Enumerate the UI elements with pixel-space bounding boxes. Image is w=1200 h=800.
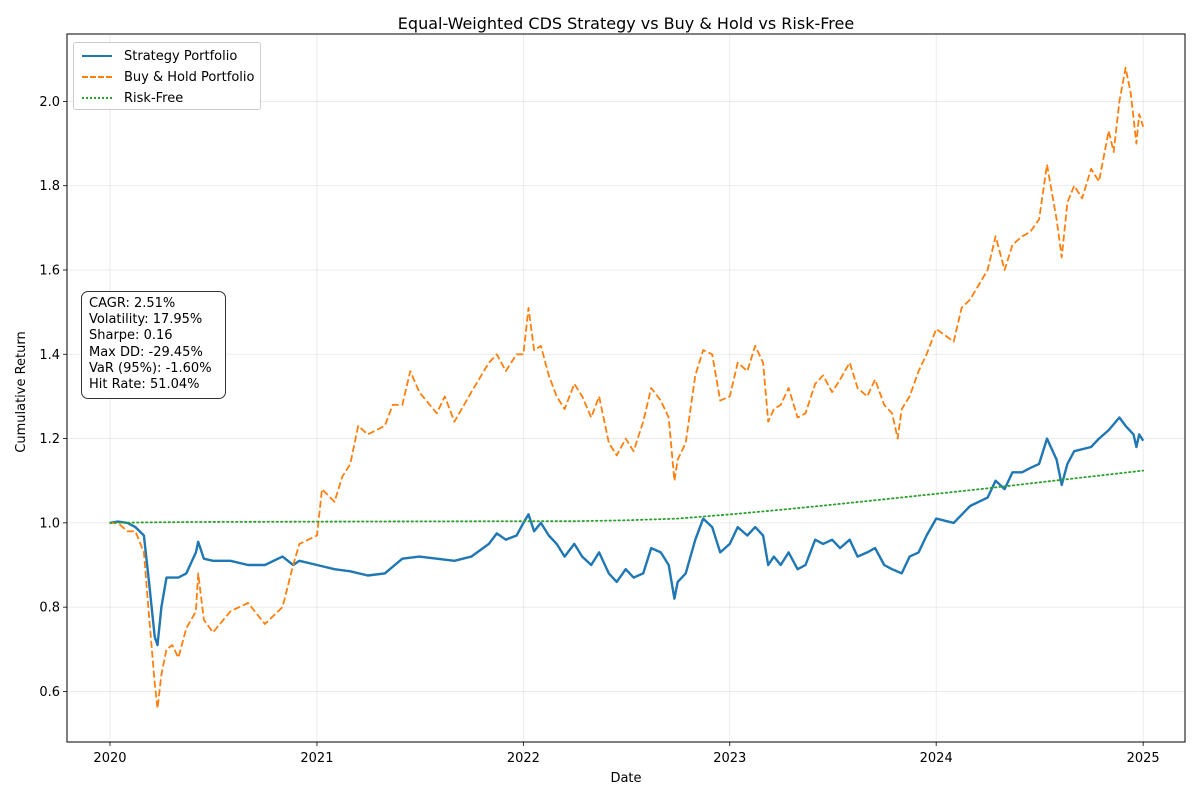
y-tick-label: 1.0 bbox=[39, 516, 60, 531]
y-tick-label: 1.4 bbox=[39, 348, 60, 363]
stats-box: CAGR: 2.51% Volatility: 17.95% Sharpe: 0… bbox=[81, 291, 226, 399]
y-tick-label: 1.6 bbox=[39, 264, 60, 279]
series-line-buy-hold-portfolio bbox=[110, 66, 1145, 710]
y-tick-label: 0.6 bbox=[39, 685, 60, 700]
y-axis-label: Cumulative Return bbox=[14, 331, 29, 452]
x-tick-label: 2023 bbox=[713, 751, 746, 766]
grid-layer bbox=[67, 34, 1185, 742]
ticks-layer: 2020 2021 2022 2023 2024 2025 0.6 0.8 1.0 1.2 1.4 1… bbox=[39, 95, 1159, 766]
x-axis-label: Date bbox=[610, 771, 641, 786]
y-tick-label: 0.8 bbox=[39, 601, 60, 616]
legend-item-strategy: Strategy Portfolio bbox=[82, 46, 237, 66]
y-tick-label: 2.0 bbox=[39, 95, 60, 110]
x-tick-label: 2024 bbox=[920, 751, 953, 766]
x-tick-label: 2020 bbox=[93, 751, 126, 766]
stat-hit-rate: Hit Rate: 51.04% bbox=[89, 377, 200, 393]
legend: Strategy Portfolio Buy & Hold Portfolio … bbox=[73, 42, 261, 110]
legend-label-strategy: Strategy Portfolio bbox=[124, 48, 238, 64]
stat-var: VaR (95%): -1.60% bbox=[89, 360, 212, 376]
legend-label-risk-free: Risk-Free bbox=[124, 90, 184, 106]
legend-label-buy-hold: Buy & Hold Portfolio bbox=[124, 69, 255, 85]
series-layer bbox=[109, 66, 1145, 710]
plot-area-frame bbox=[66, 33, 1186, 743]
stat-volatility: Volatility: 17.95% bbox=[89, 312, 203, 328]
stat-sharpe: Sharpe: 0.16 bbox=[89, 328, 173, 344]
stat-max-drawdown: Max DD: -29.45% bbox=[89, 344, 203, 360]
legend-swatch-buy-hold bbox=[82, 76, 112, 78]
series-line-strategy-portfolio bbox=[109, 416, 1145, 647]
series-line-risk-free bbox=[109, 469, 1145, 524]
stat-cagr: CAGR: 2.51% bbox=[89, 296, 176, 311]
x-tick-label: 2021 bbox=[300, 751, 333, 766]
legend-item-risk-free: Risk-Free bbox=[82, 88, 183, 108]
x-tick-label: 2025 bbox=[1127, 751, 1160, 766]
chart-title: Equal-Weighted CDS Strategy vs Buy & Hol… bbox=[398, 14, 854, 33]
legend-swatch-risk-free bbox=[82, 97, 112, 99]
legend-item-buy-hold: Buy & Hold Portfolio bbox=[82, 67, 254, 87]
y-tick-label: 1.2 bbox=[39, 432, 60, 447]
x-tick-label: 2022 bbox=[507, 751, 540, 766]
y-tick-label: 1.8 bbox=[39, 179, 60, 194]
legend-swatch-strategy bbox=[82, 55, 112, 57]
